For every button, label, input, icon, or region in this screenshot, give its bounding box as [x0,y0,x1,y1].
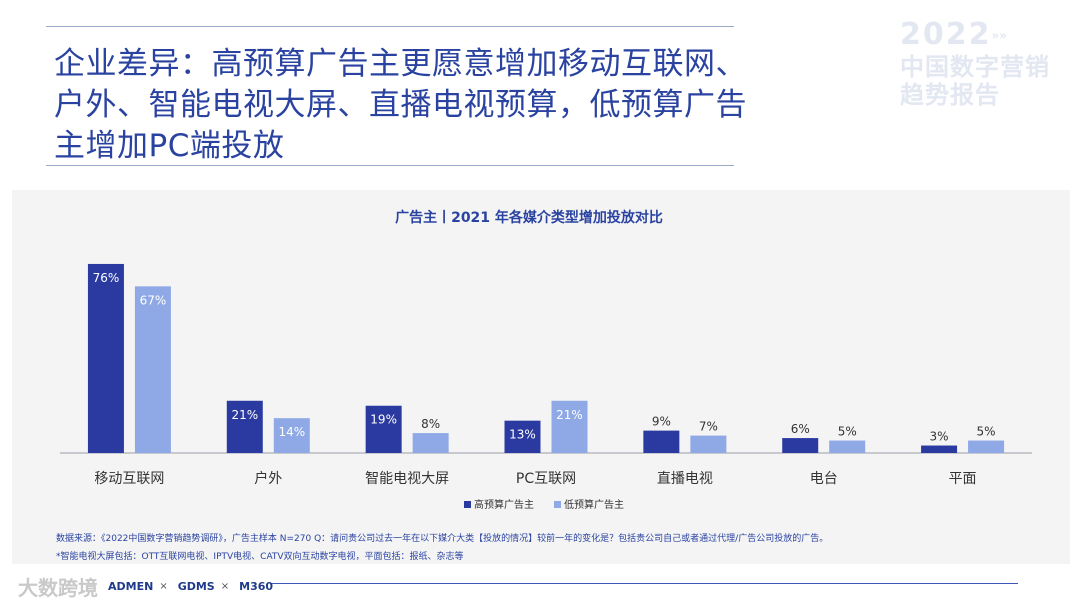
chart-title: 广告主丨2021 年各媒介类型增加投放对比 [395,209,663,226]
gdms-logo: GDMS [177,579,215,593]
bar-high-budget [921,445,958,453]
data-label: 13% [509,428,536,442]
data-label: 6% [791,422,810,436]
category-label: 户外 [254,470,282,487]
bar-low-budget [829,440,866,453]
top-rule [46,26,734,27]
watermark-logo: 大数跨境 [18,575,98,600]
data-label: 5% [838,425,857,439]
bar-high-budget [226,400,263,453]
bar-high-budget [87,263,124,453]
logo-separator: × [159,580,168,592]
page-title: 企业差异：高预算广告主更愿意增加移动互联网、户外、智能电视大屏、直播电视预算，低… [54,46,747,164]
report-watermark: 2022»» 中国数字营销 趋势报告 [900,18,1070,109]
data-label: 3% [930,430,949,444]
legend-label: 低预算广告主 [564,498,624,511]
watermark-line2: 趋势报告 [900,80,1000,109]
data-label: 67% [140,293,167,307]
category-label: 移动互联网 [94,471,164,487]
chart-panel [12,190,1070,564]
footer-logos: 大数跨境 ADMEN × GDMS × M360 [0,572,273,600]
logo-separator: × [220,580,230,592]
bar-chart: 广告主丨2021 年各媒介类型增加投放对比 76% 67% 移动互联网 21% 14% 户外… [60,209,1032,511]
source-note: 数据来源：《2022中国数字营销趋势调研》，广告主样本 N=270 Q：请问贵公… [56,534,829,544]
title-rule [46,165,734,166]
data-label: 19% [370,413,397,427]
bar-low-budget [551,400,588,453]
bar-high-budget [365,405,402,453]
bar-low-budget [412,433,449,453]
bar-low-budget [134,286,171,453]
admen-logo: ADMEN [108,579,154,593]
category-label: 直播电视 [657,470,713,487]
category-label: 平面 [949,471,977,487]
legend-label: 高预算广告主 [474,498,534,511]
data-label: 21% [231,408,258,422]
data-label: 14% [278,425,305,439]
data-label: 8% [421,417,440,431]
footer-rule [270,583,1018,584]
definition-note: *智能电视大屏包括：OTT互联网电视、IPTV电视、CATV双向互动数字电视，平… [56,552,464,562]
category-label: PC互联网 [516,471,576,487]
m360-logo: M360 [239,579,274,593]
data-label: 7% [699,420,718,434]
data-label: 5% [977,425,996,439]
watermark-year: 2022»» [900,17,1008,52]
bar-high-budget [504,420,541,453]
bar-low-budget [968,440,1005,453]
bar-high-budget [782,438,819,453]
category-label: 智能电视大屏 [365,471,449,487]
watermark-line1: 中国数字营销 [900,52,1050,81]
data-label: 76% [93,271,120,285]
data-label: 9% [652,415,671,429]
bar-high-budget [643,430,680,453]
data-label: 21% [556,408,583,422]
legend-swatch [464,501,471,508]
bar-low-budget [273,418,310,453]
legend-swatch [554,501,561,508]
category-label: 电台 [810,471,838,487]
bar-low-budget [690,435,727,453]
